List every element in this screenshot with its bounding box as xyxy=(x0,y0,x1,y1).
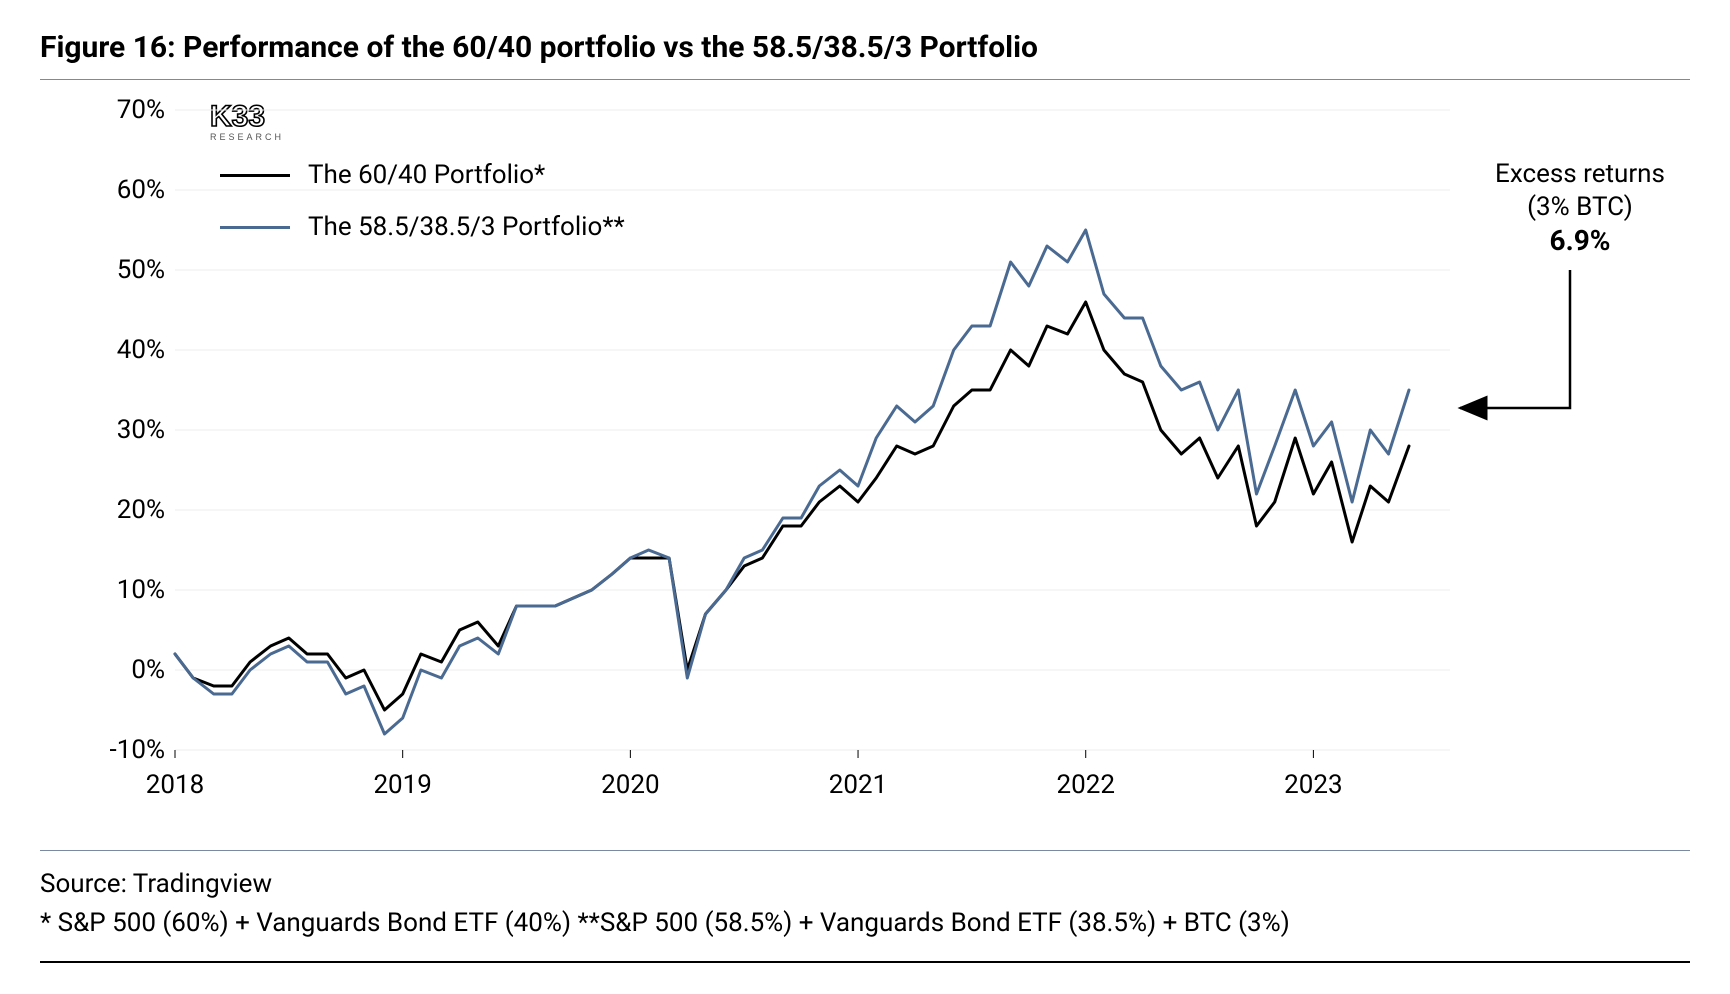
figure-footer: Source: Tradingview * S&P 500 (60%) + Va… xyxy=(40,850,1690,963)
ytick-label: 30% xyxy=(75,415,165,445)
xtick-label: 2021 xyxy=(829,770,887,800)
ytick-label: -10% xyxy=(75,735,165,765)
ytick-label: 50% xyxy=(75,255,165,285)
xtick-label: 2022 xyxy=(1056,770,1114,800)
line-chart-svg xyxy=(40,90,1690,850)
source-line: Source: Tradingview xyxy=(40,865,1690,904)
footnote-line: * S&P 500 (60%) + Vanguards Bond ETF (40… xyxy=(40,904,1690,943)
ytick-label: 20% xyxy=(75,495,165,525)
ytick-label: 40% xyxy=(75,335,165,365)
xtick-label: 2020 xyxy=(601,770,659,800)
figure-title: Figure 16: Performance of the 60/40 port… xyxy=(40,20,1690,80)
chart-area: K33 RESEARCH The 60/40 Portfolio* The 58… xyxy=(40,90,1690,850)
xtick-label: 2019 xyxy=(373,770,431,800)
ytick-label: 60% xyxy=(75,175,165,205)
ytick-label: 10% xyxy=(75,575,165,605)
ytick-label: 70% xyxy=(75,95,165,125)
ytick-label: 0% xyxy=(75,655,165,685)
figure-container: Figure 16: Performance of the 60/40 port… xyxy=(0,0,1730,994)
xtick-label: 2023 xyxy=(1284,770,1342,800)
xtick-label: 2018 xyxy=(146,770,204,800)
